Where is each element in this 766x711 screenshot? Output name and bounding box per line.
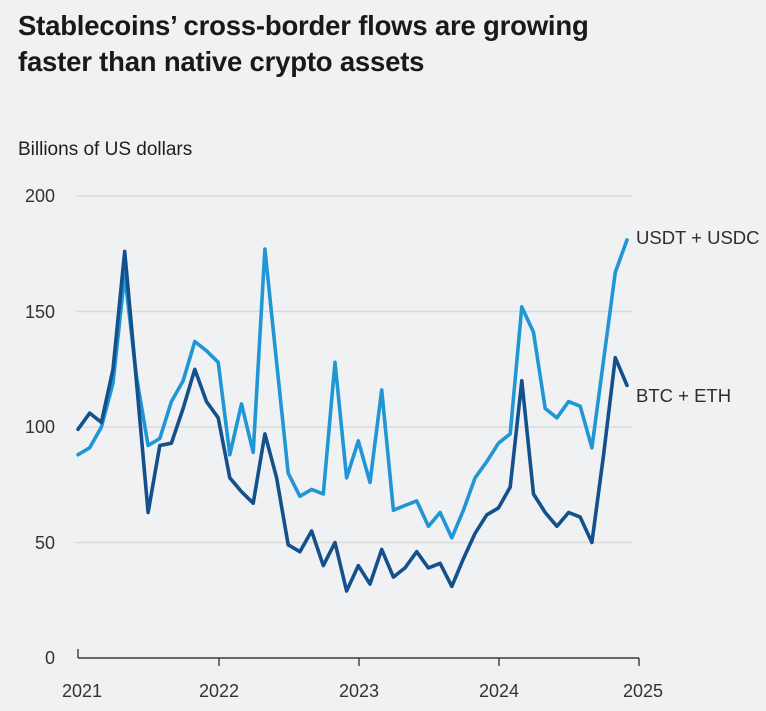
y-tick-label-100: 100 [24,417,55,437]
y-axis-units-label: Billions of US dollars [18,139,193,160]
series-label-usdt-usdc: USDT + USDC [636,227,760,248]
x-tick-label-2022: 2022 [198,681,240,701]
x-tick-label-2023: 2023 [338,681,380,701]
y-tick-label-0: 0 [44,648,55,668]
series-label-btc-eth: BTC + ETH [636,385,732,406]
x-tick-label-2025: 2025 [622,681,664,701]
x-tick-label-2021: 2021 [61,681,103,701]
x-tick-label-2024: 2024 [478,681,520,701]
btc-eth-line [76,249,629,593]
y-tick-label-200: 200 [24,186,55,206]
y-tick-label-150: 150 [24,301,55,322]
chart-title: Stablecoins’ cross-border flows are grow… [18,10,589,78]
y-tick-label-50: 50 [34,532,55,553]
usdt-usdc-line [76,238,629,540]
